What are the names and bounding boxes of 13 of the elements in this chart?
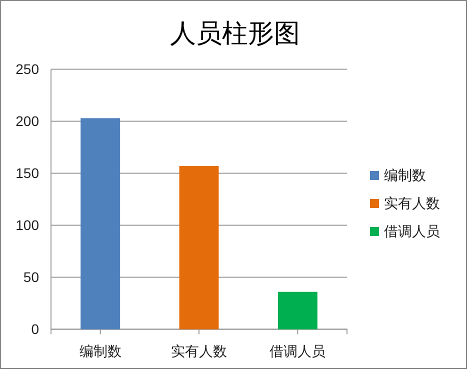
legend-label: 借调人员 xyxy=(384,224,440,240)
x-tick-label: 借调人员 xyxy=(270,343,326,360)
x-tick-label: 实有人数 xyxy=(171,343,227,360)
y-tick-label: 150 xyxy=(16,164,40,181)
legend-label: 编制数 xyxy=(384,168,426,184)
y-tick-label: 250 xyxy=(16,60,40,77)
x-tick-label: 编制数 xyxy=(79,343,122,360)
legend-label: 实有人数 xyxy=(384,196,440,212)
y-tick-label: 100 xyxy=(16,216,40,233)
y-tick-label: 200 xyxy=(16,112,40,129)
y-tick-label: 0 xyxy=(31,320,40,337)
chart-title: 人员柱形图 xyxy=(170,19,300,49)
y-tick-label: 50 xyxy=(23,268,40,285)
